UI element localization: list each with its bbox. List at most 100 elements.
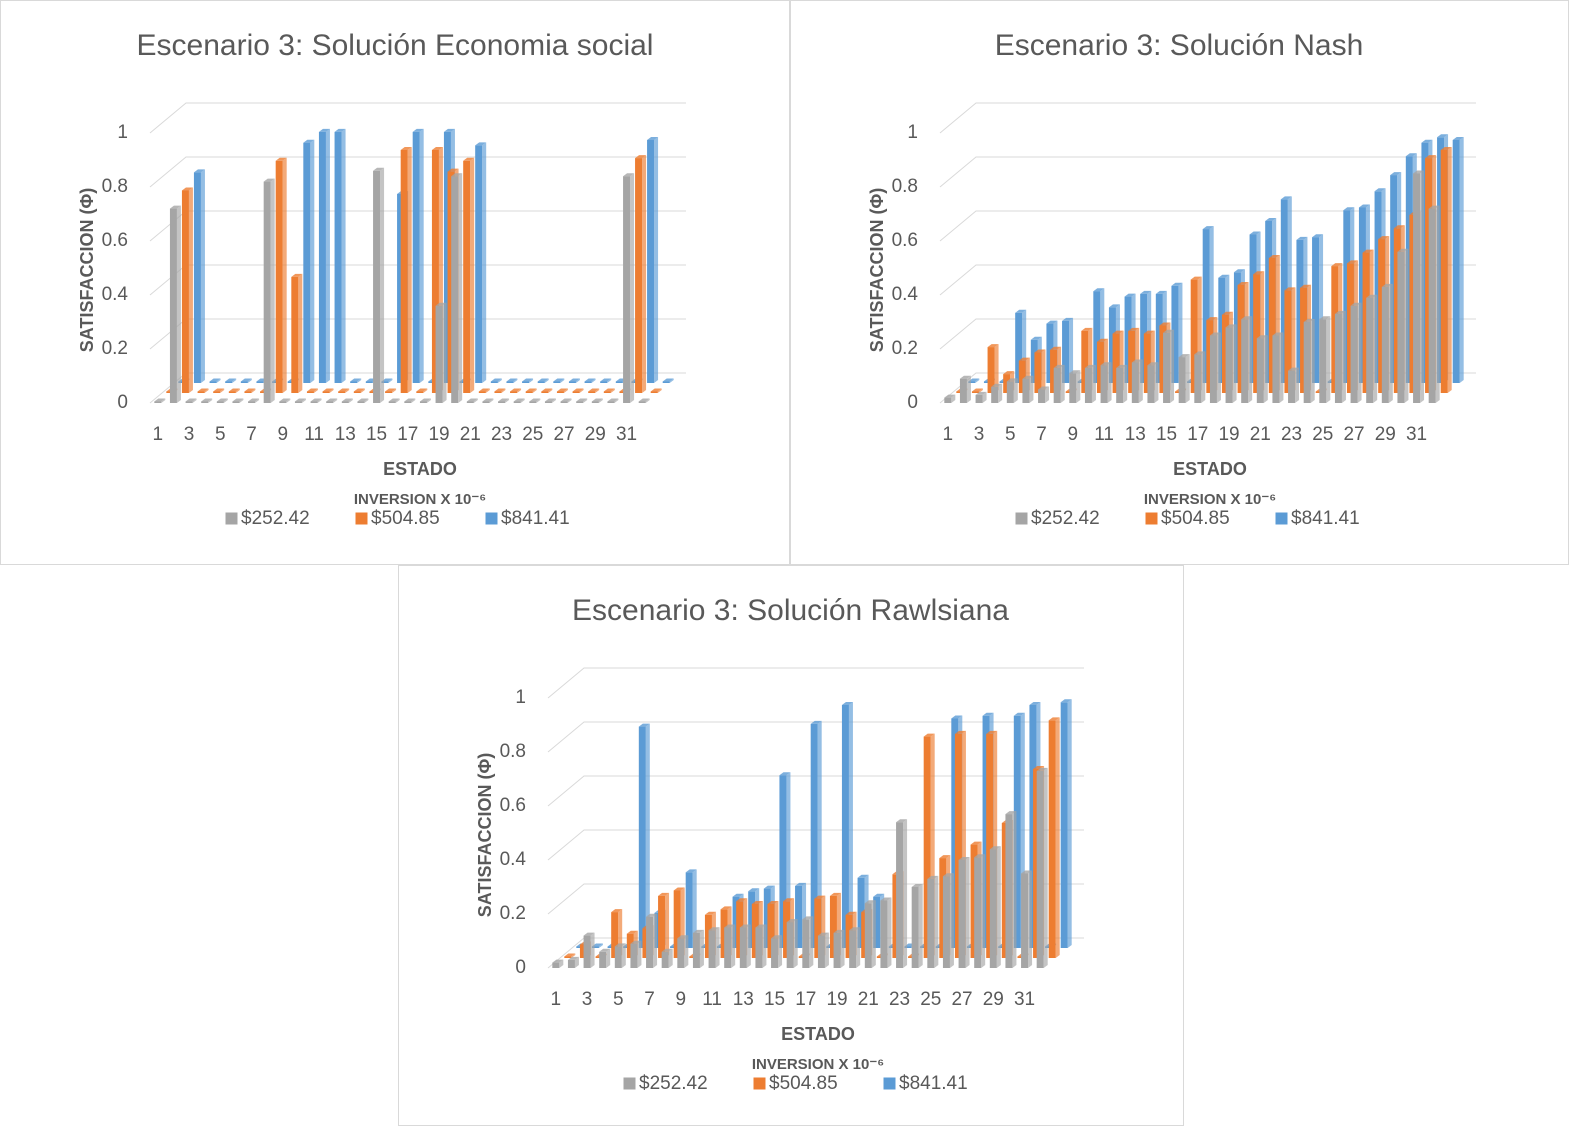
- bar: [619, 391, 627, 393]
- bar: [1397, 251, 1405, 403]
- bar-top: [1131, 359, 1143, 363]
- chart-title: Escenario 3: Solución Economia social: [137, 29, 654, 62]
- bar-top: [1021, 870, 1033, 874]
- bar-top: [463, 157, 475, 161]
- bar: [287, 381, 295, 383]
- bar: [544, 401, 552, 403]
- bar-top: [1155, 290, 1167, 294]
- bar: [564, 956, 572, 958]
- bar-top: [291, 273, 303, 277]
- bar-side: [426, 398, 431, 403]
- y-tick-label: 1: [907, 122, 918, 143]
- bar: [1428, 208, 1436, 403]
- bar-top: [673, 887, 685, 891]
- x-tick-label: 27: [553, 424, 574, 445]
- bar-side: [610, 388, 615, 393]
- bar-top: [1312, 234, 1324, 238]
- bar-side: [668, 948, 673, 968]
- bar: [635, 158, 643, 393]
- bar: [956, 391, 964, 393]
- bar-top: [1062, 317, 1074, 321]
- bar-side: [715, 927, 720, 968]
- bar: [1046, 323, 1054, 383]
- bar-side: [536, 398, 541, 403]
- bar-side: [621, 943, 626, 968]
- bar: [228, 391, 236, 393]
- bar-top: [1050, 346, 1062, 350]
- bar-side: [520, 398, 525, 403]
- bar-top: [626, 930, 638, 934]
- bar-top: [1046, 320, 1058, 324]
- bar-top: [591, 943, 603, 947]
- bar-side: [473, 398, 478, 403]
- x-tick-label: 7: [246, 424, 257, 445]
- bar: [958, 860, 966, 968]
- bar-side: [364, 398, 369, 403]
- bar-top: [350, 378, 362, 382]
- bar-side: [1341, 310, 1346, 403]
- legend-swatch: [622, 1076, 637, 1091]
- bar: [845, 914, 853, 958]
- bar: [983, 381, 991, 383]
- bar-side: [1107, 362, 1112, 403]
- bar: [849, 930, 857, 968]
- bar-side: [817, 720, 822, 948]
- bar: [1187, 381, 1195, 383]
- bar-top: [810, 720, 822, 724]
- bar: [341, 401, 349, 403]
- bar: [814, 898, 822, 958]
- bar-top: [845, 911, 857, 915]
- bar: [1036, 770, 1044, 968]
- x-tick-label: 3: [184, 424, 195, 445]
- bar-top: [661, 948, 673, 952]
- bar: [861, 912, 869, 958]
- x-tick-label: 19: [428, 424, 449, 445]
- bar-top: [385, 388, 397, 392]
- bar-top: [927, 875, 939, 879]
- bar-side: [998, 383, 1003, 403]
- bar-top: [638, 723, 650, 727]
- bar-side: [966, 375, 971, 403]
- bar: [1241, 319, 1249, 403]
- bar: [892, 874, 900, 958]
- bar-top: [951, 715, 963, 719]
- x-tick-label: 31: [1406, 424, 1427, 445]
- bar: [1163, 332, 1171, 403]
- bar-top: [412, 128, 424, 132]
- bar-top: [588, 388, 600, 392]
- bar-top: [959, 375, 971, 379]
- bar-top: [991, 383, 1003, 387]
- bar-top: [736, 898, 748, 902]
- bar-top: [724, 924, 736, 928]
- bar-top: [510, 388, 522, 392]
- bar: [1390, 175, 1398, 383]
- bar: [541, 391, 549, 393]
- bar-top: [623, 173, 635, 177]
- bar-side: [560, 378, 565, 383]
- bar-top: [209, 378, 221, 382]
- bar-side: [684, 935, 689, 968]
- bar-top: [1036, 767, 1048, 771]
- bar: [607, 946, 615, 948]
- x-tick-label: 25: [920, 989, 941, 1010]
- grid-line: [547, 829, 1084, 861]
- bar: [1425, 158, 1433, 393]
- bar: [1437, 137, 1445, 383]
- chart-title: Escenario 3: Solución Rawlsiana: [572, 594, 1009, 627]
- bar-top: [1268, 255, 1280, 258]
- bar-top: [541, 388, 553, 392]
- bar-top: [833, 929, 845, 933]
- bar-top: [635, 155, 647, 159]
- bar: [365, 381, 373, 383]
- bar-top: [817, 932, 829, 936]
- bar-side: [762, 924, 767, 968]
- bar: [611, 912, 619, 958]
- bar: [529, 401, 537, 403]
- bar-side: [348, 398, 353, 403]
- bar-top: [228, 388, 240, 392]
- bar: [841, 705, 849, 948]
- bar: [576, 946, 584, 948]
- bar: [1077, 381, 1085, 383]
- bar: [1280, 199, 1288, 383]
- bar-side: [489, 398, 494, 403]
